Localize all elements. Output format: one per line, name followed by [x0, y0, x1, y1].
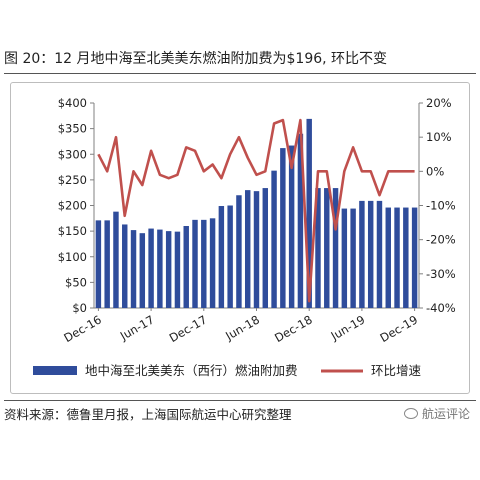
x-tick-label: Dec-16 [61, 312, 104, 345]
bar-fuel-surcharge [288, 145, 295, 308]
x-tick-label: Jun-18 [222, 312, 262, 343]
chart-frame: $0 $50 $100 $150 $200 $250 $300 $350 $400 -40% -30… [10, 82, 470, 394]
bar-fuel-surcharge [262, 188, 269, 308]
left-tick-label: $0 [72, 301, 87, 315]
bar-fuel-surcharge [394, 207, 400, 308]
left-tick-label: $300 [58, 147, 87, 161]
watermark-text: 航运评论 [421, 407, 470, 421]
bar-fuel-surcharge [201, 219, 207, 308]
legend-bar-swatch [33, 366, 77, 375]
chart-svg: $0 $50 $100 $150 $200 $250 $300 $350 $400 -40% -30… [33, 96, 456, 378]
left-tick-label: $250 [58, 173, 87, 187]
bar-fuel-surcharge [385, 207, 391, 308]
left-tick-label: $50 [65, 275, 87, 289]
bar-fuel-surcharge [139, 233, 146, 308]
bar-fuel-surcharge [306, 118, 312, 308]
line-mom-growth [97, 118, 415, 303]
bar-fuel-surcharge [95, 220, 102, 308]
bar-fuel-surcharge [192, 219, 198, 308]
wechat-icon [403, 408, 418, 419]
bar-fuel-surcharge [341, 208, 348, 308]
right-tick-label: 20% [426, 96, 452, 110]
left-tick-label: $200 [58, 199, 87, 213]
right-tick-label: -40% [426, 301, 456, 315]
left-tick-label: $100 [58, 250, 87, 264]
bar-fuel-surcharge [315, 188, 321, 308]
bar-fuel-surcharge [271, 170, 277, 308]
bar-fuel-surcharge [227, 205, 233, 308]
legend-line-label: 环比增速 [371, 363, 422, 378]
bar-fuel-surcharge [324, 188, 330, 308]
bar-fuel-surcharge [297, 133, 304, 308]
bar-fuel-surcharge [122, 224, 128, 308]
left-tick-label: $400 [58, 96, 87, 110]
right-tick-label: 0% [426, 164, 444, 178]
bar-fuel-surcharge [376, 200, 383, 308]
right-tick-label: -20% [426, 233, 456, 247]
bar-fuel-surcharge [332, 188, 339, 308]
bar-fuel-surcharge [236, 195, 242, 308]
right-tick-label: -10% [426, 199, 456, 213]
bar-fuel-surcharge [350, 208, 356, 308]
bar-fuel-surcharge [253, 191, 260, 308]
bar-fuel-surcharge [157, 229, 163, 308]
bar-fuel-surcharge [411, 207, 418, 308]
bar-fuel-surcharge [130, 230, 137, 308]
bar-fuel-surcharge [183, 226, 189, 308]
bar-fuel-surcharge [367, 200, 374, 308]
bar-fuel-surcharge [280, 148, 286, 308]
legend-bar-label: 地中海至北美美东（西行）燃油附加费 [85, 363, 298, 378]
bar-fuel-surcharge [148, 228, 154, 308]
bar-fuel-surcharge [359, 200, 365, 308]
watermark: 航运评论 [403, 405, 470, 422]
x-tick-label: Dec-17 [167, 312, 210, 345]
left-tick-label: $150 [58, 224, 87, 238]
bar-fuel-surcharge [209, 218, 216, 308]
bar-fuel-surcharge [218, 206, 225, 308]
x-tick-label: Dec-18 [272, 312, 315, 345]
x-tick-label: Jun-19 [328, 312, 368, 343]
left-tick-label: $350 [58, 122, 87, 136]
x-tick-label: Dec-19 [378, 312, 421, 345]
title-rule [4, 73, 476, 74]
bar-fuel-surcharge [165, 231, 172, 308]
figure-title: 图 20：12 月地中海至北美美东燃油附加费为$196, 环比不变 [4, 51, 388, 67]
bar-fuel-surcharge [403, 207, 409, 308]
bar-fuel-surcharge [113, 211, 119, 308]
bar-fuel-surcharge [244, 190, 251, 308]
right-tick-label: -30% [426, 267, 456, 281]
bar-fuel-surcharge [104, 220, 110, 308]
bar-fuel-surcharge [174, 231, 181, 308]
right-tick-label: 10% [426, 130, 452, 144]
x-tick-label: Jun-17 [117, 312, 157, 343]
source-rule [4, 400, 476, 401]
source-note: 资料来源：德鲁里月报，上海国际航运中心研究整理 [4, 407, 292, 422]
